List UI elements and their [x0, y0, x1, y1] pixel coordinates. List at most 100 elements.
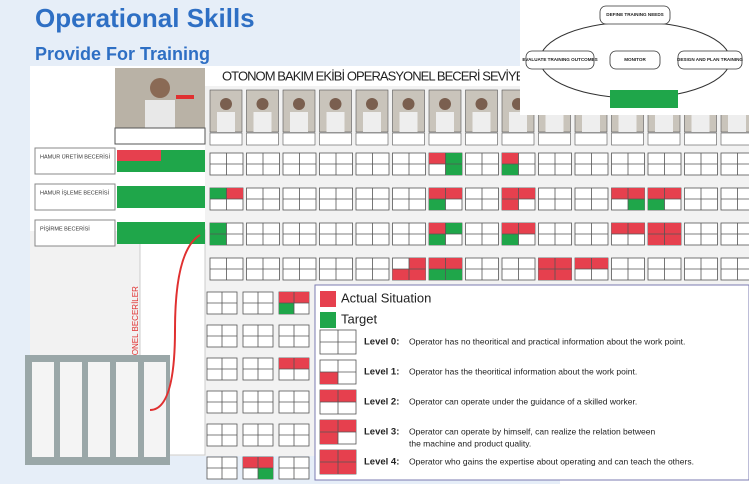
quad-actual — [392, 269, 409, 280]
operator-name — [538, 132, 571, 146]
operator-name — [647, 132, 681, 146]
photo-head — [150, 78, 170, 98]
legend-target: Target — [341, 311, 378, 326]
operator-name — [574, 132, 608, 146]
operator-name — [282, 132, 316, 146]
level-label: Level 4: — [364, 457, 399, 468]
quad-target — [445, 164, 462, 175]
skill-target — [117, 197, 205, 208]
quad-actual — [429, 188, 446, 199]
photo-marker — [176, 95, 194, 99]
cycle-node-label: EVALUATE TRAINING OUTCOMES — [522, 57, 597, 62]
quad-actual — [555, 258, 572, 269]
operator-head — [366, 98, 378, 110]
operator-body — [618, 112, 637, 132]
quad-actual — [320, 432, 338, 444]
quad-actual — [320, 372, 338, 384]
quad-actual — [502, 199, 519, 210]
quad-actual — [518, 223, 535, 234]
quad-actual — [226, 188, 243, 199]
skill-target — [161, 186, 205, 197]
quad-target — [502, 234, 519, 245]
level-label: Level 1: — [364, 367, 399, 378]
quad-target — [628, 199, 645, 210]
level-text: Operator can operate under the guidance … — [409, 396, 637, 406]
operator-name — [392, 132, 425, 146]
level-label: Level 3: — [364, 427, 399, 438]
quad-actual — [258, 457, 273, 468]
quad-actual — [502, 153, 519, 164]
subtitle: Provide For Training — [35, 44, 210, 64]
quad-actual — [294, 292, 309, 303]
operator-body — [728, 112, 746, 132]
level-text: the machine and product quality. — [409, 438, 531, 448]
operator-body — [545, 112, 564, 132]
operator-body — [217, 112, 235, 132]
skill-actual — [117, 186, 161, 197]
quad-actual — [338, 462, 356, 474]
quad-actual — [445, 188, 462, 199]
quad-actual — [338, 390, 356, 402]
legend-box — [314, 284, 749, 481]
quad-target — [502, 164, 519, 175]
title: Operational Skills — [35, 3, 255, 33]
quad-target — [429, 234, 446, 245]
cycle-node — [599, 5, 671, 25]
cycle-node — [677, 50, 743, 70]
quad-target — [210, 234, 227, 245]
name-box — [114, 127, 206, 145]
quad-actual — [648, 234, 665, 245]
quad-actual — [429, 153, 446, 164]
skill-target — [117, 161, 205, 172]
quad-actual — [320, 390, 338, 402]
legend-actual: Actual Situation — [341, 290, 431, 305]
operator-body — [363, 112, 381, 132]
operator-body — [436, 112, 454, 132]
cycle-node-label: DEFINE TRAINING NEEDS — [606, 12, 663, 17]
cycle-node — [525, 50, 595, 70]
quad-actual — [502, 188, 519, 199]
operator-body — [509, 112, 527, 132]
quad-target — [429, 269, 446, 280]
quad-actual — [575, 258, 592, 269]
operator-name — [209, 132, 243, 146]
operator-name — [501, 132, 535, 146]
quad-target — [210, 188, 227, 199]
quad-actual — [243, 457, 258, 468]
skill-label: HAMUR ÜRETİM BECERİSİ — [40, 153, 110, 160]
quad-target — [258, 468, 273, 479]
cycle-node — [609, 50, 661, 70]
cycle-node-label: MONITOR — [624, 57, 646, 62]
quad-actual — [628, 188, 645, 199]
quad-actual — [591, 258, 608, 269]
operator-name — [684, 132, 717, 146]
quad-actual — [320, 420, 338, 432]
skill-label-box — [34, 219, 116, 247]
operator-body — [399, 112, 418, 132]
quad-actual — [611, 188, 628, 199]
operator-photo — [428, 89, 462, 133]
operator-body — [655, 112, 673, 132]
operator-name — [319, 132, 352, 146]
quad-actual — [628, 223, 645, 234]
quad-actual — [611, 223, 628, 234]
skill-label: HAMUR İŞLEME BECERİSİ — [40, 189, 110, 196]
side-label: OPERASYONEL BECERİLER — [131, 286, 140, 394]
skill-label-box — [34, 183, 116, 211]
skill-target — [161, 222, 205, 233]
skill-target — [117, 233, 205, 244]
quad-actual — [648, 188, 665, 199]
operator-body — [582, 112, 600, 132]
quad-target — [279, 303, 294, 314]
skill-label: PİŞİRME BECERİSİ — [40, 225, 90, 232]
quad-actual — [664, 188, 681, 199]
skill-label-box — [34, 147, 116, 175]
quad-actual — [429, 223, 446, 234]
quad-actual — [648, 223, 665, 234]
level-text: Operator who gains the expertise about o… — [409, 456, 694, 466]
operator-body — [691, 112, 710, 132]
quad-target — [445, 269, 462, 280]
matrix-heading: OTONOM BAKIM EKİBİ OPERASYONEL BECERİ SE… — [222, 68, 537, 83]
quad-target — [445, 153, 462, 164]
